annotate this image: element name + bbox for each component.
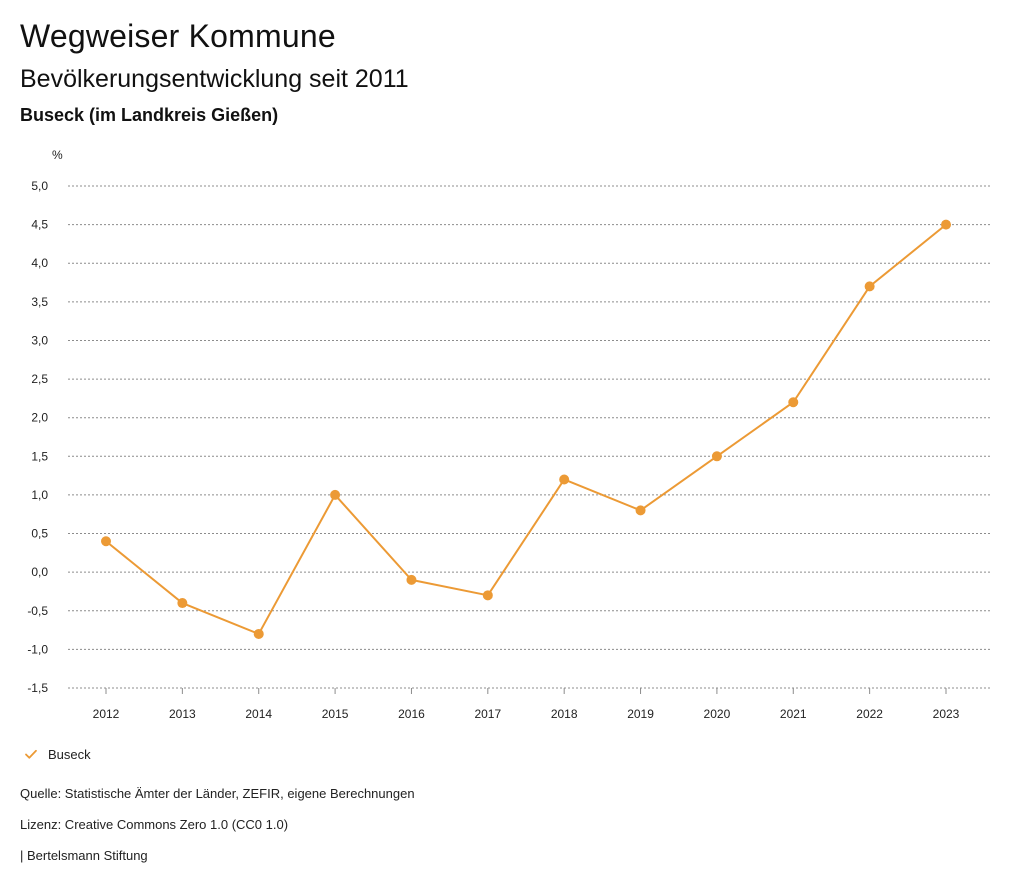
data-point[interactable] <box>101 536 111 547</box>
y-tick-label: 4,5 <box>31 218 48 232</box>
data-point[interactable] <box>788 397 799 408</box>
data-point[interactable] <box>635 505 646 516</box>
y-tick-label: 1,0 <box>31 488 48 502</box>
series-layer <box>101 219 951 639</box>
publisher-note: | Bertelsmann Stiftung <box>20 848 148 863</box>
y-axis-unit-label: % <box>52 148 63 162</box>
data-point[interactable] <box>711 451 722 462</box>
data-point[interactable] <box>559 474 570 485</box>
data-point[interactable] <box>330 489 341 500</box>
y-tick-label: 2,5 <box>31 372 48 386</box>
x-tick-label: 2023 <box>933 707 960 721</box>
y-tick-label: -1,0 <box>27 642 48 656</box>
y-axis-ticks: 5,0 4,5 4,0 3,5 3,0 2,5 2,0 1,5 1,0 0,5 0,0 -0,5 -1,… <box>27 179 48 695</box>
data-point[interactable] <box>941 219 951 230</box>
chart-subtitle: Bevölkerungsentwicklung seit 2011 <box>20 65 409 93</box>
x-tick-label: 2012 <box>93 707 120 721</box>
x-tick-label: 2017 <box>474 707 501 721</box>
data-point[interactable] <box>864 281 875 292</box>
y-tick-label: 1,5 <box>31 449 48 463</box>
license-note: Lizenz: Creative Commons Zero 1.0 (CC0 1… <box>20 817 289 832</box>
y-tick-label: -1,5 <box>27 681 48 695</box>
page-title: Wegweiser Kommune <box>20 18 336 54</box>
x-tick-label: 2022 <box>856 707 883 721</box>
y-tick-label: 4,0 <box>31 256 48 270</box>
y-tick-label: -0,5 <box>27 604 48 618</box>
check-icon <box>25 749 37 759</box>
y-tick-label: 0,5 <box>31 527 48 541</box>
chart-legend[interactable]: Buseck <box>24 744 91 764</box>
data-point[interactable] <box>482 590 493 601</box>
source-note: Quelle: Statistische Ämter der Länder, Z… <box>20 786 415 801</box>
x-tick-label: 2013 <box>169 707 196 721</box>
x-tick-label: 2018 <box>551 707 578 721</box>
x-axis-ticks: 2012 2013 2014 2015 2016 2017 2018 2019 2020 2021… <box>93 688 960 721</box>
data-point[interactable] <box>253 628 264 639</box>
y-tick-label: 5,0 <box>31 179 48 193</box>
chart-region-label: Buseck (im Landkreis Gießen) <box>20 105 279 125</box>
x-tick-label: 2020 <box>704 707 731 721</box>
x-tick-label: 2015 <box>322 707 349 721</box>
x-tick-label: 2014 <box>245 707 272 721</box>
series-line-buseck <box>105 223 947 635</box>
grid-layer <box>68 185 990 689</box>
y-tick-label: 2,0 <box>31 411 48 425</box>
y-tick-label: 3,0 <box>31 333 48 347</box>
y-tick-label: 0,0 <box>31 565 48 579</box>
data-point[interactable] <box>406 574 417 585</box>
data-point[interactable] <box>177 598 188 609</box>
x-tick-label: 2021 <box>780 707 807 721</box>
line-chart: % 5,0 4,5 4,0 3,5 3,0 2,5 2,0 1,5 1,0 0,5 0,0 -0,5 -… <box>27 148 990 721</box>
x-tick-label: 2019 <box>627 707 654 721</box>
y-tick-label: 3,5 <box>31 295 48 309</box>
x-tick-label: 2016 <box>398 707 425 721</box>
legend-label-buseck: Buseck <box>48 746 91 762</box>
